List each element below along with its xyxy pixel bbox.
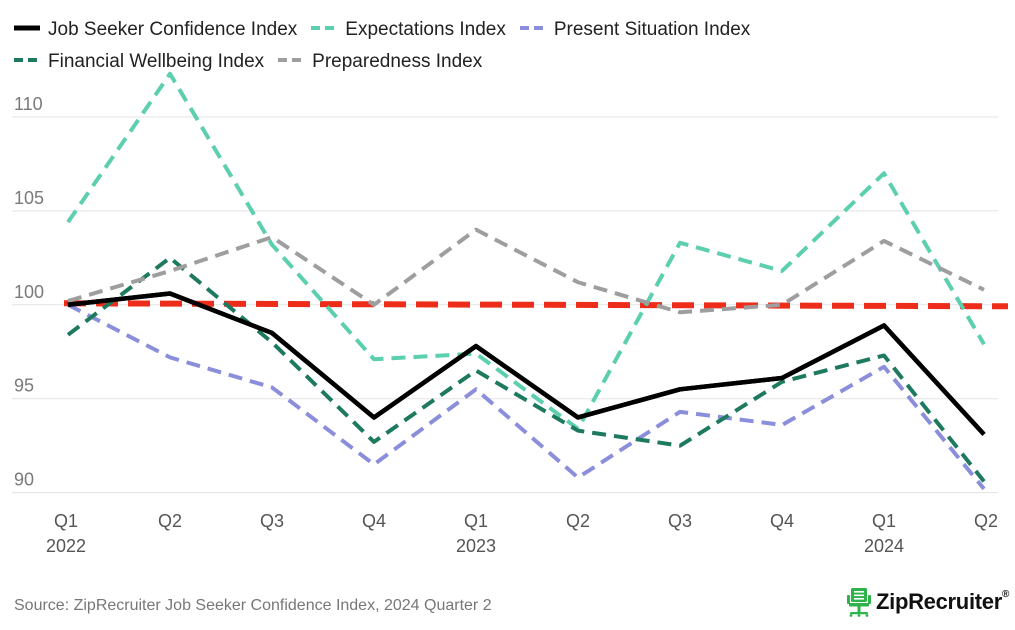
legend-item: Preparedness Index xyxy=(278,46,482,78)
legend-swatch xyxy=(14,25,40,31)
x-tick-label: Q2 xyxy=(974,511,998,531)
source-note: Source: ZipRecruiter Job Seeker Confiden… xyxy=(14,597,492,614)
series-line-expectations-index xyxy=(66,71,986,431)
reference-line-100 xyxy=(63,300,1009,310)
legend-swatch xyxy=(311,26,338,31)
legend-item: Job Seeker Confidence Index xyxy=(14,14,297,46)
x-tick-label: Q1 xyxy=(464,511,488,531)
x-tick-label: Q2 xyxy=(566,511,590,531)
series-line-preparedness-index xyxy=(67,227,985,315)
y-tick-label: 110 xyxy=(14,94,43,114)
y-axis: 90 95 100 105 110 xyxy=(14,94,44,490)
legend-swatch xyxy=(519,26,546,31)
legend-swatch xyxy=(278,58,305,63)
legend-label: Expectations Index xyxy=(345,19,506,40)
x-tick-label: Q1 xyxy=(872,511,896,531)
series-line-present-situation-index xyxy=(67,303,986,491)
legend-label: Financial Wellbeing Index xyxy=(48,51,265,72)
y-tick-label: 90 xyxy=(14,470,34,490)
legend-item: Present Situation Index xyxy=(519,14,751,46)
x-tick-label: Q2 xyxy=(158,511,182,531)
legend-swatch xyxy=(14,58,40,63)
legend-item: Financial Wellbeing Index xyxy=(14,46,264,78)
legend-label: Job Seeker Confidence Index xyxy=(48,19,298,40)
series-top xyxy=(67,291,986,436)
x-tick-label: Q4 xyxy=(362,511,386,531)
x-tick-label: Q1 xyxy=(54,511,78,531)
legend-label: Preparedness Index xyxy=(312,51,483,72)
series-lines xyxy=(66,71,986,491)
y-tick-label: 95 xyxy=(14,376,34,396)
chart-legend: Job Seeker Confidence Index Expectations … xyxy=(14,14,1004,78)
y-tick-label: 100 xyxy=(14,282,44,302)
series-line-job-seeker-confidence-index-top xyxy=(67,291,986,436)
legend-label: Present Situation Index xyxy=(553,19,751,40)
ziprecruiter-logo: ZipRecruiter® xyxy=(846,586,1009,618)
x-tick-label: Q3 xyxy=(668,511,692,531)
series-line-financial-wellbeing-index xyxy=(66,255,986,483)
chair-icon xyxy=(847,588,871,617)
y-tick-label: 105 xyxy=(14,188,44,208)
x-axis: Q1 2022 Q2 Q3 Q4 Q1 2023 Q2 Q3 Q4 Q1 2024 Q2 xyxy=(46,511,998,556)
logo-wordmark: ZipRecruiter® xyxy=(876,589,1010,614)
legend-item: Expectations Index xyxy=(311,14,506,46)
x-year-label: 2023 xyxy=(456,536,496,556)
x-tick-label: Q4 xyxy=(770,511,794,531)
x-year-label: 2022 xyxy=(46,536,86,556)
reference-line-group xyxy=(63,300,1009,310)
x-tick-label: Q3 xyxy=(260,511,284,531)
x-year-label: 2024 xyxy=(864,536,904,556)
